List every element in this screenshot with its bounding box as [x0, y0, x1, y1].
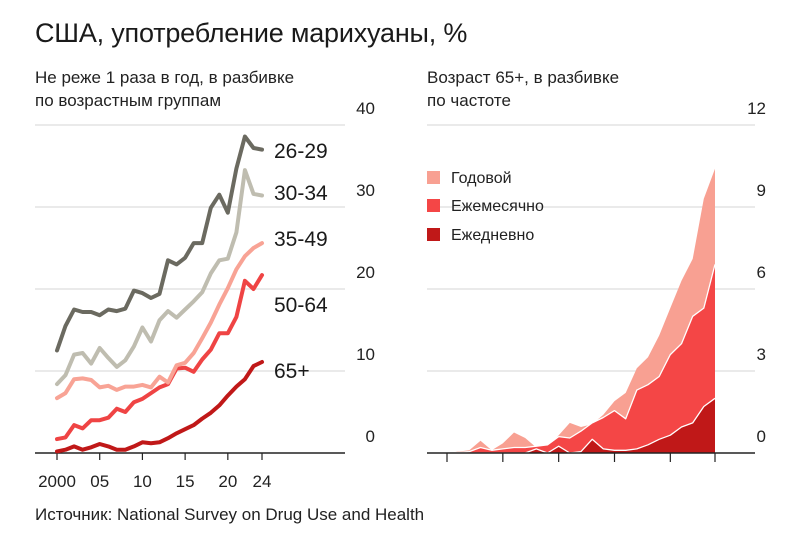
source-note: Источник: National Survey on Drug Use an… — [35, 505, 425, 524]
legend-label: Ежедневно — [451, 227, 534, 244]
x-tick-label: 05 — [90, 472, 109, 491]
x-tick-label: 10 — [133, 472, 152, 491]
y-tick-label: 0 — [757, 427, 766, 446]
area-Годовой — [447, 168, 715, 453]
series-line-65+ — [55, 360, 264, 454]
series-label: 35-49 — [274, 228, 328, 251]
legend-swatch — [427, 199, 440, 212]
y-tick-label: 12 — [747, 99, 766, 118]
y-tick-label: 3 — [757, 345, 766, 364]
chart-title: США, употребление марихуаны, % — [35, 18, 468, 48]
series-line-26-29 — [55, 134, 264, 353]
x-tick-label: 15 — [176, 472, 195, 491]
series-label: 26-29 — [274, 140, 328, 163]
left-subtitle-line-1: Не реже 1 раза в год, в разбивке — [35, 68, 295, 87]
y-tick-label: 6 — [757, 263, 766, 282]
left-subtitle-line-2: по возрастным группам — [35, 91, 222, 110]
y-tick-label: 40 — [356, 99, 375, 118]
series-line-30-34 — [55, 168, 264, 387]
y-tick-label: 10 — [356, 345, 375, 364]
left-chart-subtitle: Не реже 1 раза в год, в разбивке по возр… — [35, 66, 294, 112]
y-tick-label: 30 — [356, 181, 375, 200]
right-area-chart: 0 3 6 9 12 Годовой Ежемесячно Ежедневно — [427, 99, 766, 462]
legend-label: Ежемесячно — [451, 198, 544, 215]
x-tick-label: 2000 — [38, 472, 76, 491]
legend-swatch — [427, 171, 440, 184]
series-label: 50-64 — [274, 294, 328, 317]
series-line-50-64 — [55, 273, 264, 442]
y-tick-label: 9 — [757, 181, 766, 200]
x-tick-label: 24 — [253, 472, 272, 491]
legend-label: Годовой — [451, 170, 512, 187]
x-tick-label: 20 — [218, 472, 237, 491]
area-edge-Ежемесячно — [446, 264, 716, 454]
y-tick-label: 0 — [366, 427, 375, 446]
right-subtitle-line-2: по частоте — [427, 91, 511, 110]
y-tick-label: 20 — [356, 263, 375, 282]
right-subtitle-line-1: Возраст 65+, в разбивке — [427, 68, 620, 87]
series-line-35-49 — [55, 241, 264, 401]
series-label: 65+ — [274, 360, 310, 383]
area-Ежемесячно — [447, 264, 715, 453]
right-chart-subtitle: Возраст 65+, в разбивке по частоте — [427, 66, 619, 112]
left-line-chart: 0 10 20 30 40 2000 05 10 15 20 24 26-29 30-34 35-49 50… — [35, 99, 375, 491]
series-label: 30-34 — [274, 182, 328, 205]
area-Ежедневно — [447, 398, 715, 453]
legend-swatch — [427, 228, 440, 241]
